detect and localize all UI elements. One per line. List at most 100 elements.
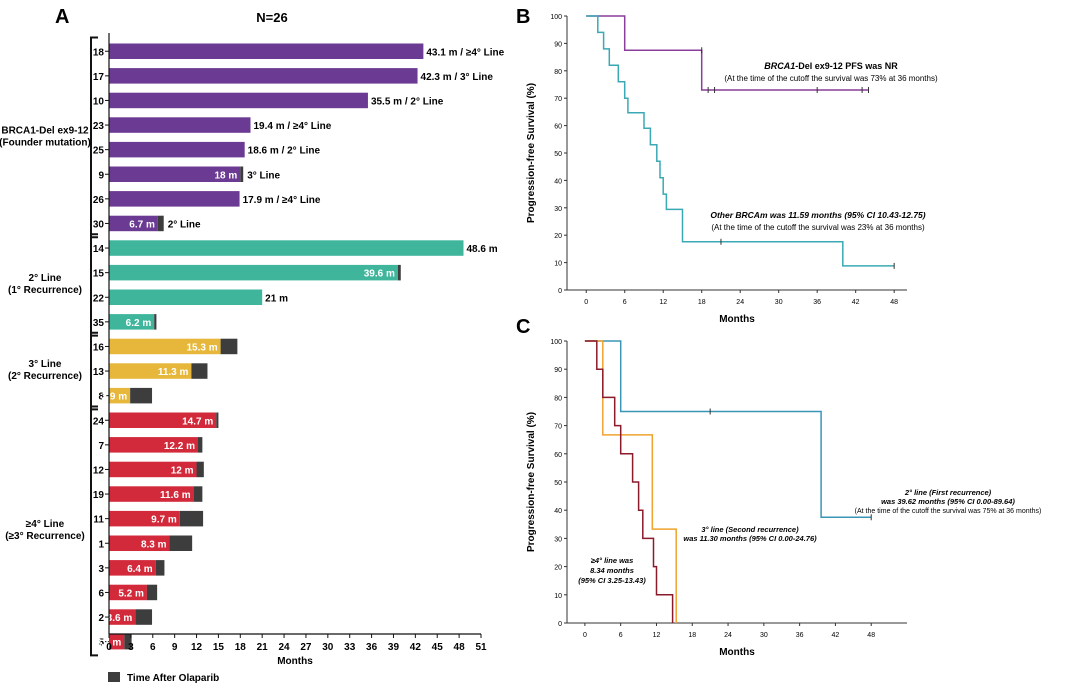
km-curve <box>584 340 677 623</box>
bar-13 <box>109 363 192 379</box>
patient-id: 13 <box>93 367 105 378</box>
panel-a-title: N=26 <box>256 10 287 25</box>
patient-id: 30 <box>93 219 105 230</box>
bar-9 <box>109 166 241 182</box>
patient-id: 17 <box>93 72 105 83</box>
bar-label: 2.9 m <box>102 392 128 403</box>
x-tick-label: 45 <box>432 642 444 653</box>
panel-letter-b: B <box>516 6 530 28</box>
bar-label: 48.6 m <box>466 244 497 255</box>
bar-24 <box>109 412 217 428</box>
bar-8 <box>109 387 131 404</box>
x-tick-label: 36 <box>366 642 378 653</box>
bar-label: 12 m <box>171 465 194 476</box>
x-tick-label: 42 <box>852 299 860 306</box>
patient-id: 3 <box>98 564 104 575</box>
x-tick-label: 6 <box>150 642 156 653</box>
x-tick-label: 36 <box>796 632 804 639</box>
x-tick-label: 6 <box>619 632 623 639</box>
y-tick-label: 20 <box>554 565 562 572</box>
annotation-2nd-line: 2° line (First recurrence) <box>904 488 992 497</box>
annotation-3rd-line: 3° line (Second recurrence) <box>701 525 799 534</box>
bar-23 <box>109 117 251 133</box>
y-axis-label: Progression-free Survival (%) <box>526 83 537 223</box>
legend-swatch <box>108 672 120 682</box>
bar-26 <box>109 191 240 207</box>
x-tick-label: 27 <box>300 642 312 653</box>
bar-label: 21 m <box>265 293 288 304</box>
bar-5 <box>109 633 125 650</box>
bar-35 <box>109 314 155 330</box>
group-label: 3° Line <box>29 359 62 370</box>
x-tick-label: 18 <box>235 642 247 653</box>
annotation-brca1: BRCA1-Del ex9-12 PFS was NR <box>764 61 898 71</box>
patient-id: 7 <box>98 441 104 452</box>
y-tick-label: 100 <box>550 14 562 21</box>
bar-label: 6.2 m <box>126 318 152 329</box>
km-curve <box>584 340 872 519</box>
y-tick-label: 70 <box>554 424 562 431</box>
bar-1 <box>109 535 170 551</box>
group-label: (2° Recurrence) <box>8 371 82 382</box>
bar-suffix: 3° Line <box>247 170 280 181</box>
x-tick-label: 48 <box>890 299 898 306</box>
bar-label: 3.6 m <box>107 613 133 624</box>
x-tick-label: 18 <box>698 299 706 306</box>
group-label: BRCA1-Del ex9-12 <box>1 125 89 136</box>
bar-6 <box>109 584 147 601</box>
bar-10 <box>109 92 368 109</box>
panel-b-km-chart: 0 10 20 30 40 50 60 70 80 90 100 0 6 12 18 24 30 36 42 48 Mo… <box>526 14 938 325</box>
x-tick-label: 48 <box>867 632 875 639</box>
x-tick-label: 18 <box>688 632 696 639</box>
x-tick-label: 24 <box>736 299 744 306</box>
x-tick-label: 48 <box>454 642 466 653</box>
patient-id: 23 <box>93 121 105 132</box>
x-tick-label: 0 <box>583 632 587 639</box>
olaparib-bar-1 <box>169 535 193 551</box>
patient-id: 8 <box>98 392 104 403</box>
bar-12 <box>109 461 197 478</box>
y-tick-label: 60 <box>554 124 562 131</box>
bar-label: 19.4 m / ≥4° Line <box>254 121 332 132</box>
patient-id: 9 <box>98 170 104 181</box>
annotation-other-sub: (At the time of the cutoff the survival … <box>711 223 925 232</box>
annotation-4th-line: (95% CI 3.25-13.43) <box>578 576 646 585</box>
annotation-2nd-line: was 39.62 months (95% CI 0.00-89.64) <box>881 497 1015 506</box>
group-bracket <box>90 331 98 411</box>
y-tick-label: 20 <box>554 233 562 240</box>
annotation-4th-line: ≥4° line was <box>591 556 634 565</box>
patient-id: 18 <box>93 47 105 58</box>
patient-id: 35 <box>93 318 105 329</box>
bar-19 <box>109 486 194 502</box>
bar-2 <box>109 609 136 625</box>
bar-label: 42.3 m / 3° Line <box>421 72 494 83</box>
x-tick-label: 3 <box>128 642 134 653</box>
x-tick-label: 21 <box>257 642 269 653</box>
bar-label: 6.7 m <box>129 219 155 230</box>
y-tick-label: 40 <box>554 508 562 515</box>
bar-18 <box>109 43 424 59</box>
x-axis-label: Months <box>277 656 313 667</box>
x-tick-label: 36 <box>813 299 821 306</box>
y-tick-label: 40 <box>554 178 562 185</box>
x-tick-label: 42 <box>410 642 422 653</box>
km-curve <box>586 15 895 267</box>
patient-id: 15 <box>93 269 105 280</box>
olaparib-bar-2 <box>135 609 153 625</box>
group-label: (1° Recurrence) <box>8 285 82 296</box>
x-axis-label: Months <box>719 314 755 325</box>
x-tick-label: 12 <box>653 632 661 639</box>
y-tick-label: 0 <box>558 621 562 628</box>
y-axis-label: Progression-free Survival (%) <box>526 412 537 552</box>
annotation-2nd-line-sub: (At the time of the cutoff the survival … <box>855 508 1042 515</box>
bar-25 <box>109 141 245 158</box>
x-axis-label: Months <box>719 647 755 658</box>
x-tick-label: 12 <box>191 642 203 653</box>
y-tick-label: 10 <box>554 593 562 600</box>
annotation-other: Other BRCAm was 11.59 months (95% CI 10.… <box>710 210 925 220</box>
km-curve <box>586 15 869 91</box>
bar-22 <box>109 289 263 305</box>
x-tick-label: 30 <box>775 299 783 306</box>
olaparib-bar-12 <box>196 461 204 478</box>
